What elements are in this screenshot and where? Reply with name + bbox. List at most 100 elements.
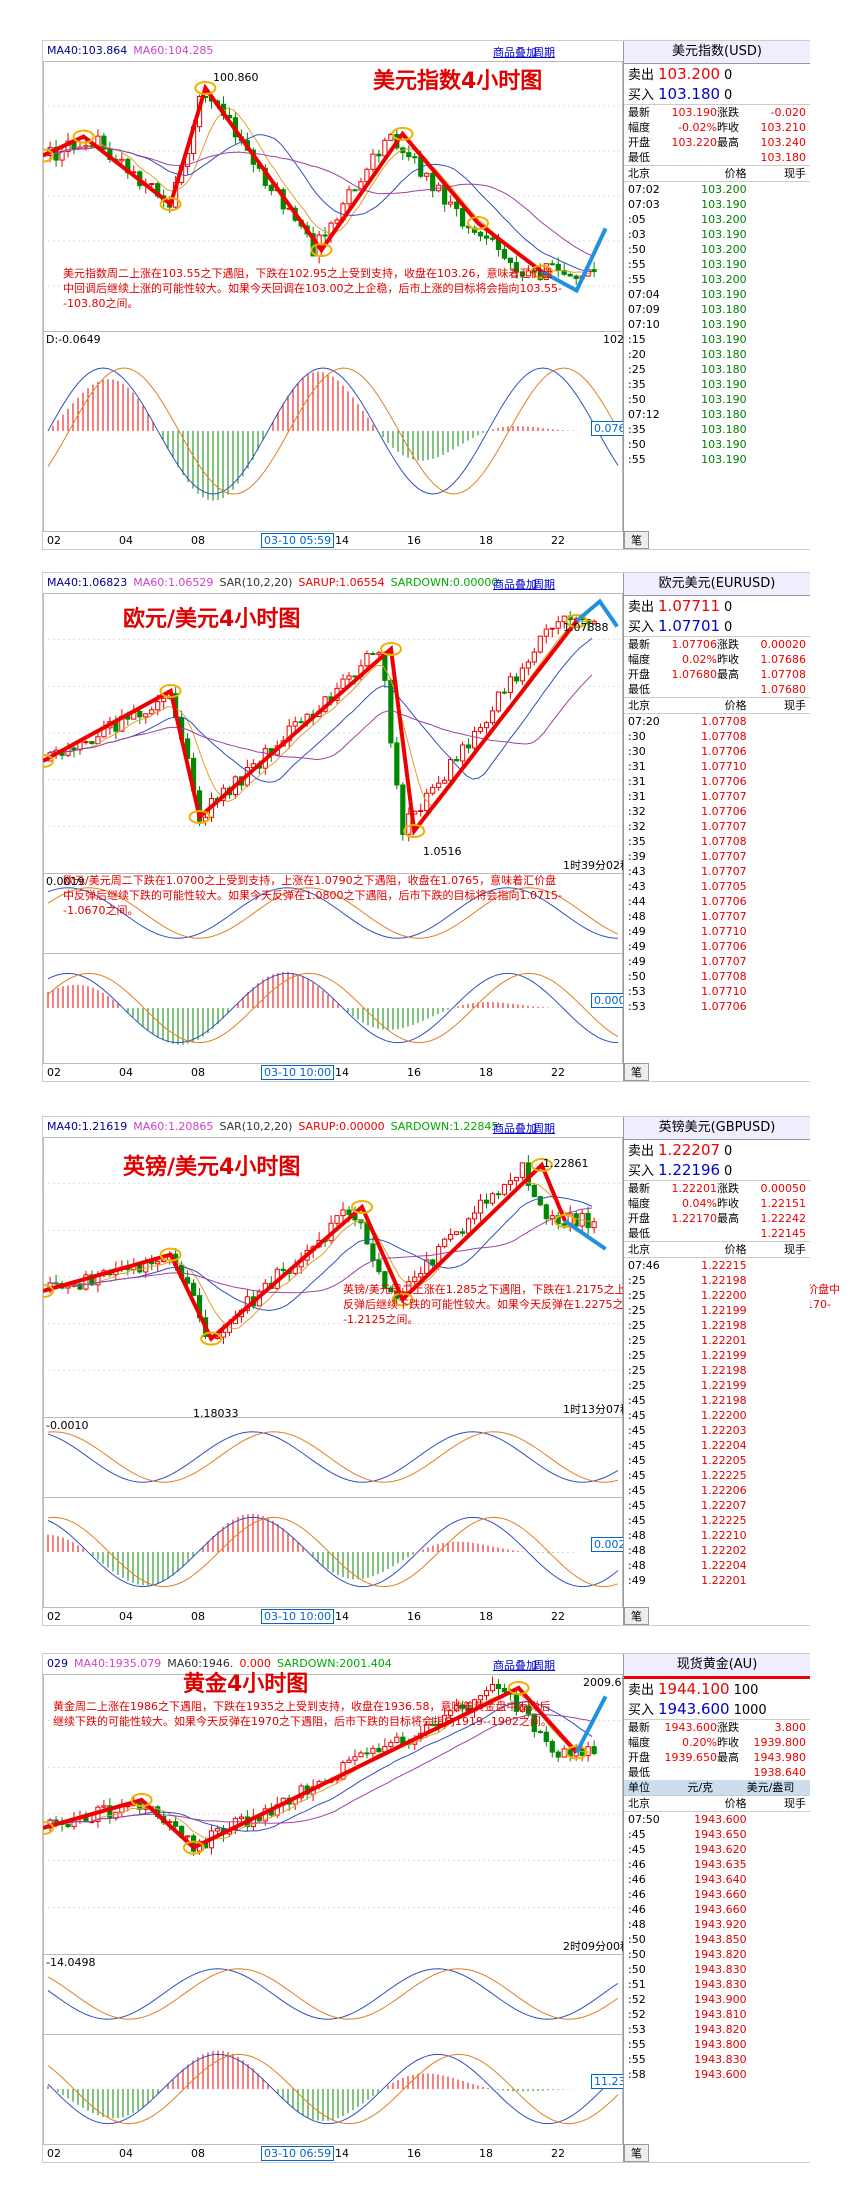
candle-body xyxy=(436,782,442,788)
tick-row: :49 1.07707 xyxy=(624,954,810,969)
toolbar-button[interactable]: 周期 xyxy=(533,578,555,591)
candle-body xyxy=(501,1183,508,1195)
candle-body xyxy=(591,620,597,624)
tick-cell: 1.22199 xyxy=(701,1379,747,1392)
toolbar-button[interactable]: 周期 xyxy=(533,46,555,59)
tick-cell-empty xyxy=(747,1453,806,1468)
tick-row: :45 1.22198 xyxy=(624,1393,810,1408)
tick-cell: 103.200 xyxy=(701,213,747,226)
quote-field: 买入 xyxy=(628,620,655,635)
tick-cell: :31 xyxy=(628,760,646,773)
quote-footer[interactable]: 笔 xyxy=(624,531,649,549)
stat-row: 最低 1938.640 xyxy=(624,1765,810,1780)
tick-cell: 103.190 xyxy=(701,378,747,391)
tick-cell-empty xyxy=(747,1273,806,1288)
candle-body xyxy=(412,156,418,159)
candle-body xyxy=(489,1193,496,1204)
stat-cell: 最新 xyxy=(628,1182,650,1195)
quote-footer[interactable]: 笔 xyxy=(624,1607,649,1625)
stat-cell: 0.20% xyxy=(682,1736,717,1749)
candle-body xyxy=(513,262,519,273)
toolbar-button[interactable]: 周期 xyxy=(533,1659,555,1672)
tick-cell-empty xyxy=(747,1363,806,1378)
x-label: 02 xyxy=(47,1610,61,1623)
tick-row: 07:09 103.180 xyxy=(624,302,810,317)
tick-cell: :46 xyxy=(628,1858,646,1871)
tick-cell: 103.180 xyxy=(701,303,747,316)
candle-body xyxy=(388,1742,394,1748)
tick-cell: 1.22198 xyxy=(701,1364,747,1377)
tick-cell: 1943.900 xyxy=(694,1993,747,2006)
pivot-circle xyxy=(565,614,588,628)
toolbar-button[interactable]: 商品叠加 xyxy=(493,578,537,591)
toolbar-button[interactable]: 商品叠加 xyxy=(493,1659,537,1672)
stat-cell: 1.07706 xyxy=(671,638,718,651)
tick-cell: :50 xyxy=(628,1933,646,1946)
tick-header-cell: 价格 xyxy=(724,699,747,712)
tick-cell: 103.190 xyxy=(701,228,747,241)
stat-row: 开盘 103.220 最高 103.240 xyxy=(624,135,810,150)
tick-row: :55 1943.800 xyxy=(624,2037,810,2052)
candle-body xyxy=(220,1331,227,1338)
toolbar-button[interactable]: 周期 xyxy=(533,1122,555,1135)
tick-cell-empty xyxy=(747,1333,806,1348)
tick-row: :48 1.22210 xyxy=(624,1528,810,1543)
candle-body xyxy=(185,1277,191,1284)
tick-cell-empty xyxy=(747,2007,806,2022)
toolbar-button[interactable]: 商品叠加 xyxy=(493,1122,537,1135)
stat-cell: 涨跌 xyxy=(717,638,739,651)
candle-body xyxy=(591,269,597,273)
unit-option[interactable]: 美元/盎司 xyxy=(746,1781,795,1794)
indicator-value: SARUP:0.00000 xyxy=(298,1120,385,1133)
tick-row: :45 1.22204 xyxy=(624,1438,810,1453)
tick-cell-empty xyxy=(747,1842,806,1857)
tick-cell: :45 xyxy=(628,1484,646,1497)
tick-cell-empty xyxy=(747,1258,806,1273)
tick-cell: 1.07706 xyxy=(701,1000,747,1013)
indicator-line xyxy=(47,1516,619,1588)
stat-row: 最新 1943.600 涨跌 3.800 xyxy=(624,1719,810,1735)
stat-cell: 0.00020 xyxy=(760,638,807,651)
quote-footer[interactable]: 笔 xyxy=(624,1063,649,1081)
x-label: 22 xyxy=(551,1610,565,1623)
candle-body xyxy=(495,1683,502,1690)
candle-body xyxy=(543,1204,549,1220)
candle-body xyxy=(346,1209,352,1215)
tick-cell-empty xyxy=(747,1378,806,1393)
tick-row: :45 1943.650 xyxy=(624,1827,810,1842)
tick-row: 07:46 1.22215 xyxy=(624,1258,810,1273)
unit-option[interactable]: 元/克 xyxy=(687,1781,714,1794)
tick-cell: 1.07710 xyxy=(701,760,747,773)
candle-body xyxy=(394,1736,400,1744)
candle-body xyxy=(71,747,77,751)
tick-cell: :25 xyxy=(628,363,646,376)
tick-cell: 07:03 xyxy=(628,198,660,211)
tick-header: 北京 价格 现手 xyxy=(624,1241,810,1258)
x-label: 16 xyxy=(407,1066,421,1079)
candle-body xyxy=(280,1268,286,1272)
quote-panel: 现货黄金(AU) 卖出 1944.100 100 买入 1943.600 1000 最新 194… xyxy=(623,1654,810,2162)
tick-cell: :46 xyxy=(628,1873,646,1886)
indicator-value: MA40:1.21619 xyxy=(47,1120,128,1133)
tick-cell: 103.190 xyxy=(701,453,747,466)
stat-cell: 最新 xyxy=(628,638,650,651)
tick-row: 07:12 103.180 xyxy=(624,407,810,422)
tick-cell: :49 xyxy=(628,955,646,968)
candle-body xyxy=(424,172,430,177)
tick-cell: :44 xyxy=(628,895,646,908)
tick-cell: 07:46 xyxy=(628,1259,660,1272)
indicator-value: MA60:1.20865 xyxy=(133,1120,214,1133)
tick-cell-empty xyxy=(747,1812,806,1827)
tick-cell: 1943.650 xyxy=(694,1828,747,1841)
tick-cell: 1.07706 xyxy=(701,940,747,953)
toolbar-button[interactable]: 商品叠加 xyxy=(493,46,537,59)
quote-footer[interactable]: 笔 xyxy=(624,2144,649,2162)
stat-cell: 涨跌 xyxy=(717,1721,739,1734)
tick-cell: 103.180 xyxy=(701,363,747,376)
x-label: 04 xyxy=(119,1610,133,1623)
chart-canvas xyxy=(43,593,623,1064)
tick-row: :45 1.22205 xyxy=(624,1453,810,1468)
candle-body xyxy=(424,792,430,812)
x-label: 16 xyxy=(407,534,421,547)
tick-row: :35 103.180 xyxy=(624,422,810,437)
